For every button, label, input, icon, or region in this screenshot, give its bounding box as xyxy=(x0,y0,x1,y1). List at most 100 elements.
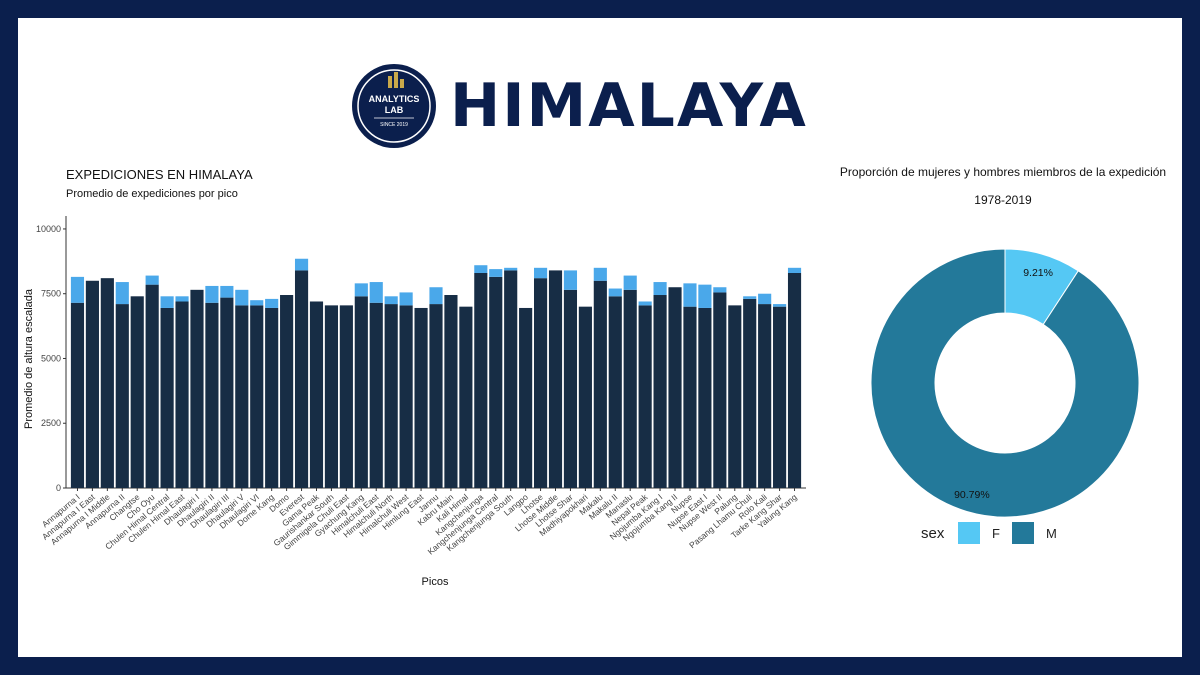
donut-slice-m xyxy=(870,248,1140,518)
bar-segment-m xyxy=(698,307,712,488)
bar-segment-m xyxy=(548,270,563,488)
analytics-lab-logo: ANALYTICS LAB SINCE 2019 xyxy=(352,64,436,148)
bar-segment-m xyxy=(593,280,607,488)
bar-segment-m xyxy=(369,302,383,488)
main-panel: ANALYTICS LAB SINCE 2019 HIMALAYA EXPEDI… xyxy=(18,18,1182,657)
bar-segment-f xyxy=(429,287,443,305)
bar-segment-f xyxy=(250,300,264,306)
bar-segment-m xyxy=(623,289,637,488)
bar-segment-f xyxy=(758,293,772,305)
bar-segment-m xyxy=(265,307,279,488)
bar-segment-f xyxy=(608,288,622,297)
bar-segment-m xyxy=(384,304,398,488)
bar-chart-title: EXPEDICIONES EN HIMALAYA xyxy=(66,167,253,182)
bar-segment-m xyxy=(85,280,99,488)
bar-segment-m xyxy=(608,296,622,488)
page-title: HIMALAYA xyxy=(450,71,808,141)
bar-segment-m xyxy=(414,307,428,488)
bar-segment-m xyxy=(115,304,129,488)
bar-segment-m xyxy=(743,298,757,488)
y-tick-label: 0 xyxy=(56,483,61,493)
bar-segment-m xyxy=(160,307,174,488)
legend-label: M xyxy=(1046,526,1057,541)
bar-segment-m xyxy=(653,295,667,488)
bar-segment-m xyxy=(100,278,114,488)
bar-segment-f xyxy=(489,269,503,277)
donut-slice-label: 9.21% xyxy=(1023,267,1053,279)
bar-segment-m xyxy=(638,305,652,488)
legend-key-f xyxy=(958,522,980,544)
bar-segment-f xyxy=(265,298,279,308)
bar-segment-f xyxy=(369,282,383,303)
bar-segment-m xyxy=(773,306,787,488)
bar-segment-m xyxy=(668,287,682,488)
bar-segment-m xyxy=(474,272,488,488)
bar-segment-m xyxy=(324,305,339,488)
bar-segment-m xyxy=(309,301,324,488)
bar-segment-f xyxy=(533,267,548,279)
logo-line1: ANALYTICS xyxy=(369,94,420,104)
bar-segment-f xyxy=(175,296,189,302)
bar-segment-m xyxy=(504,270,518,488)
bar-segment-f xyxy=(773,304,787,307)
bar-segment-f xyxy=(713,287,727,293)
bar-segment-m xyxy=(533,278,548,488)
bar-segment-m xyxy=(175,301,189,488)
bar-segment-m xyxy=(728,305,742,488)
bar-segment-m xyxy=(758,304,772,488)
bar-segment-m xyxy=(459,306,473,488)
logo-line2: LAB xyxy=(385,105,404,115)
bar-chart-ylabel: Promedio de altura escalada xyxy=(23,288,35,429)
y-tick-label: 10000 xyxy=(36,224,61,234)
bar-segment-m xyxy=(294,270,309,488)
logo-line3: SINCE 2019 xyxy=(380,122,408,128)
legend-title: sex xyxy=(921,525,945,542)
bar-segment-f xyxy=(399,292,413,306)
bar-segment-f xyxy=(354,283,368,297)
bar-segment-f xyxy=(743,296,757,299)
bar-segment-m xyxy=(578,306,592,488)
bar-segment-m xyxy=(220,297,234,488)
bar-segment-m xyxy=(683,306,697,488)
y-tick-label: 2500 xyxy=(41,418,61,428)
bar-segment-m xyxy=(235,305,249,488)
bar-segment-m xyxy=(130,296,144,488)
bar-segment-m xyxy=(70,302,85,488)
bar-segment-m xyxy=(339,305,353,488)
bar-segment-m xyxy=(563,289,578,488)
bar-segment-f xyxy=(205,285,219,303)
legend-label: F xyxy=(992,526,1000,541)
y-tick-label: 5000 xyxy=(41,353,61,363)
bar-segment-m xyxy=(354,296,368,488)
bar-segment-f xyxy=(145,275,159,285)
bar-segment-f xyxy=(294,258,309,271)
bar-segment-m xyxy=(205,302,219,488)
bar-segment-f xyxy=(115,282,129,305)
bar-segment-f xyxy=(474,265,488,273)
bar-segment-f xyxy=(787,267,802,273)
donut-chart-subtitle: 1978-2019 xyxy=(974,193,1032,207)
bar-segment-m xyxy=(399,305,413,488)
bar-segment-f xyxy=(593,267,607,281)
bar-segment-f xyxy=(638,301,652,306)
y-tick-label: 7500 xyxy=(41,289,61,299)
bar-segment-m xyxy=(519,307,533,488)
bar-chart-subtitle: Promedio de expediciones por pico xyxy=(66,188,238,200)
bar-segment-m xyxy=(280,295,294,488)
bar-segment-m xyxy=(190,289,204,488)
bar-segment-m xyxy=(250,305,264,488)
bar-segment-f xyxy=(70,276,85,303)
bar-segment-m xyxy=(489,276,503,488)
bar-segment-m xyxy=(145,284,159,488)
bar-segment-m xyxy=(787,272,802,488)
header: ANALYTICS LAB SINCE 2019 HIMALAYA xyxy=(18,62,1182,152)
legend-key-m xyxy=(1012,522,1034,544)
bar-segment-f xyxy=(384,296,398,305)
donut-chart-title: Proporción de mujeres y hombres miembros… xyxy=(840,165,1166,179)
bar-segment-m xyxy=(429,304,443,488)
bar-segment-f xyxy=(623,275,637,290)
bar-segment-f xyxy=(160,296,174,308)
bar-segment-f xyxy=(220,285,234,298)
bar-chart: EXPEDICIONES EN HIMALAYA Promedio de exp… xyxy=(23,167,806,588)
bar-chart-xlabel: Picos xyxy=(422,576,449,588)
